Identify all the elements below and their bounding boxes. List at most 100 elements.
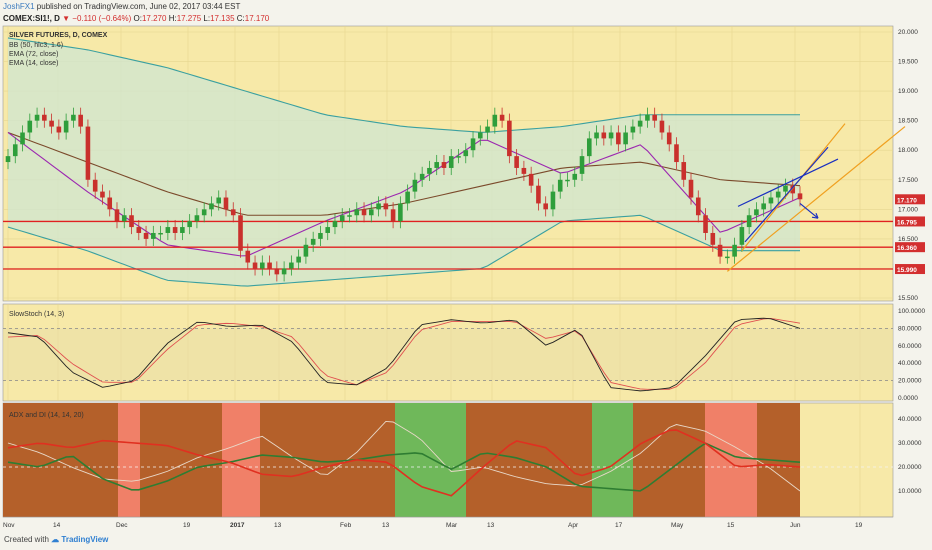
candle-body [507,120,512,157]
candle-body [281,268,287,275]
candle-body [412,179,418,192]
candle-body [216,197,222,204]
candle-body [681,162,687,180]
candle-body [783,185,788,192]
candle-body [49,120,54,127]
stoch-tick: 40.0000 [898,360,922,367]
candle-body [688,179,694,198]
x-tick-label: Mar [446,522,458,529]
candle-body [761,203,766,210]
symbol-line: COMEX:SI1!, D ▼ −0.110 (−0.64%) O:17.270… [3,14,269,24]
candle-body [550,191,556,210]
arrow-head-icon [811,212,819,219]
candle-body [376,203,381,210]
price-label-text: 16.795 [897,219,917,226]
y-tick-label: 17.000 [898,206,918,213]
candle-body [543,203,548,210]
candle-body [586,138,592,157]
candle-body [354,209,360,216]
bollinger-upper [7,37,800,133]
candle-body [20,132,25,145]
candle-body [746,215,752,228]
adx-tick: 10.0000 [898,488,922,495]
candle-body [332,221,338,228]
candle-body [318,232,323,239]
legend-item: EMA (14, close) [9,60,58,67]
candle-body [434,162,439,168]
x-tick-label: 14 [53,522,61,529]
candle-body [456,156,461,158]
stoch-k-line [7,317,801,392]
candle-body [289,262,294,269]
price-label-text: 16.360 [897,245,917,252]
candle-body [296,256,301,263]
adx-regime-band [118,403,140,517]
candle-body [310,238,316,245]
candle-body [601,132,607,139]
x-tick-label: Jun [790,522,801,529]
candle-body [674,144,679,163]
candle-body [42,114,47,121]
x-tick-label: Nov [3,522,15,529]
candle-body [630,126,636,133]
wedge-line-b [737,158,839,207]
candle-body [114,209,120,222]
candle-body [267,262,272,269]
candle-body [187,221,192,228]
published-text: published on TradingView.com, June 02, 2… [34,2,241,11]
x-tick-label: 13 [382,522,390,529]
candle-body [659,120,665,133]
candle-body [608,132,614,139]
candle-body [12,144,18,157]
candle-body [85,126,91,180]
stoch-tick: 100.0000 [898,308,925,315]
candle-body [536,185,541,204]
candle-body [797,193,803,200]
change-text: ▼ −0.110 (−0.64%) [62,14,132,23]
x-tick-label: 13 [274,522,282,529]
candle-body [499,114,505,121]
y-tick-label: 18.500 [898,118,918,125]
ohlc-value: 17.170 [244,14,270,23]
symbol-text: COMEX:SI1!, D [3,14,60,23]
ohlc-label: C: [236,14,245,23]
candle-body [390,209,396,222]
channel-lower-line [726,126,906,272]
candle-body [754,209,759,216]
candle-body [572,173,578,180]
price-label-box [895,194,925,205]
created-with-text: Created with [4,535,49,544]
stoch-tick: 20.0000 [898,378,922,385]
x-tick-label: Feb [340,522,352,529]
candle-body [790,185,796,194]
stoch-band [3,328,893,381]
legend-item: BB (50, hlc3, 1.6) [9,42,63,49]
ema72-line [7,131,801,216]
y-tick-label: 16.500 [898,236,918,243]
x-tick-label: 17 [615,522,623,529]
candle-body [201,209,207,216]
legend-title: SILVER FUTURES, D, COMEX [9,32,108,39]
candle-body [739,227,745,245]
candle-body [703,215,708,233]
ohlc-values: O:17.270 H:17.275 L:17.135 C:17.170 [134,14,270,23]
tradingview-logo-text[interactable]: TradingView [61,535,109,544]
tradingview-logo-icon[interactable]: ☁ [51,535,60,544]
candle-body [732,244,737,257]
candle-body [616,132,621,145]
stoch-d-line [7,317,801,390]
adx-title: ADX and DI (14, 14, 20) [9,412,84,419]
price-label-text: 15.990 [897,267,917,274]
candle-body [470,138,476,151]
adx-tick: 40.0000 [898,416,922,423]
candle-body [477,132,483,139]
candle-body [194,215,200,222]
candle-body [121,215,127,222]
candle-body [230,209,236,216]
stoch-title: SlowStoch (14, 3) [9,311,64,318]
footer: Created with ☁ TradingView [4,535,108,544]
author-link[interactable]: JoshFX1 [3,2,35,11]
ohlc-value: 17.135 [210,14,237,23]
